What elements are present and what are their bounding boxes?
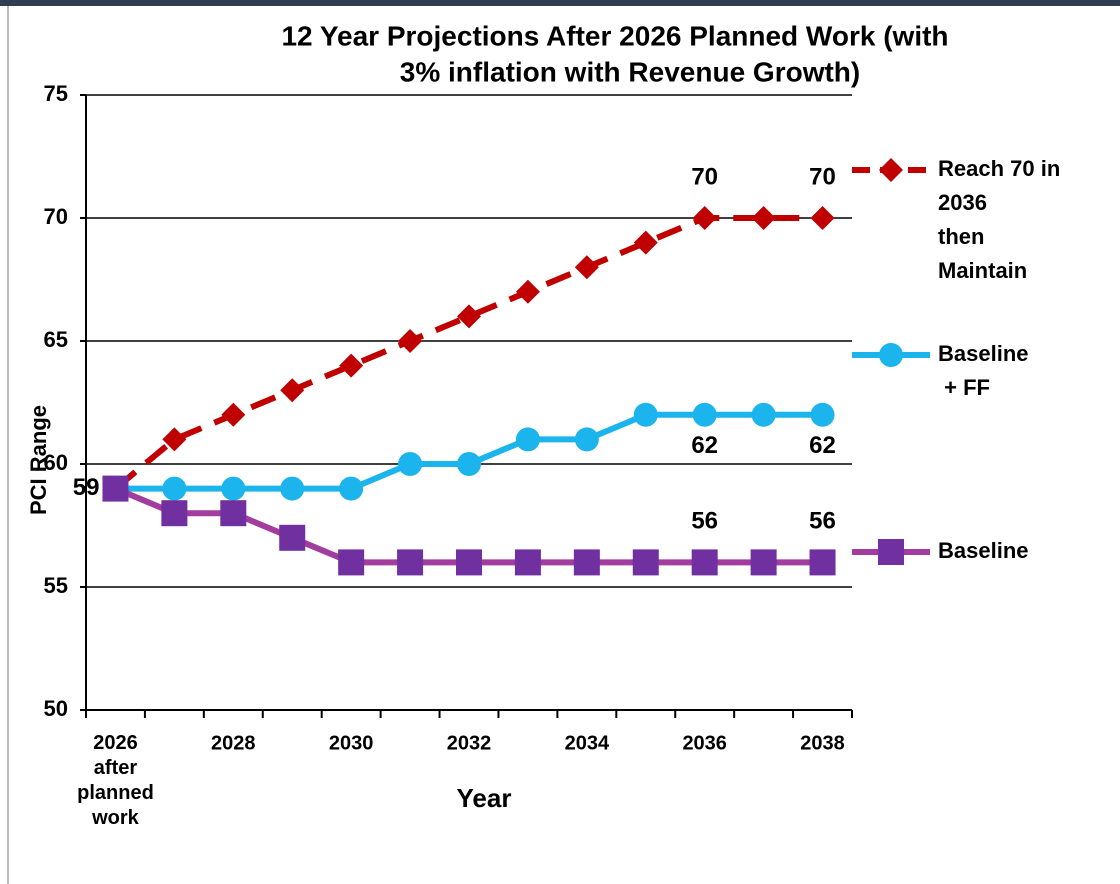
circle-marker [398, 452, 423, 476]
diamond-marker [339, 353, 364, 378]
circle-marker [162, 476, 187, 501]
diamond-marker [879, 158, 903, 182]
diamond-marker [398, 329, 423, 353]
square-marker [220, 500, 247, 527]
square-marker [878, 539, 904, 565]
top-bar [0, 0, 1120, 6]
y-tick-label: 65 [44, 327, 68, 352]
x-axis-label: Year [457, 783, 512, 813]
circle-marker [692, 402, 717, 427]
y-tick-label: 70 [44, 204, 68, 229]
square-marker [573, 549, 600, 576]
square-marker [338, 549, 365, 576]
circle-marker [879, 343, 903, 367]
data-label: 56 [809, 508, 836, 535]
legend-label: Baseline [938, 538, 1029, 563]
y-tick-label: 55 [44, 573, 68, 598]
x-tick-label: 2032 [447, 732, 492, 754]
circle-marker [221, 476, 246, 501]
x-tick-label: 2034 [565, 732, 610, 754]
circle-marker [574, 427, 599, 452]
diamond-marker [515, 279, 540, 304]
data-label: 70 [691, 163, 718, 190]
legend-label: Reach 70 in 2036 then Maintain [938, 156, 1060, 283]
data-label: 56 [691, 508, 718, 535]
square-marker [691, 549, 718, 576]
x-tick-label: 2026 after planned work [77, 732, 154, 829]
circle-marker [751, 402, 776, 427]
x-tick-label: 2030 [329, 732, 374, 754]
data-label: 59 [73, 474, 100, 501]
y-axis-label: PCI Range [26, 405, 51, 515]
x-tick-label: 2038 [800, 732, 845, 754]
diamond-marker [692, 206, 717, 230]
chart-title: 3% inflation with Revenue Growth) [400, 56, 860, 87]
diamond-marker [574, 255, 599, 280]
chart-title: 12 Year Projections After 2026 Planned W… [281, 20, 948, 51]
square-marker [632, 549, 659, 576]
circle-marker [339, 476, 364, 501]
square-marker [750, 549, 777, 576]
square-marker [161, 500, 188, 527]
legend-label: Baseline + FF [938, 341, 1029, 400]
diamond-marker [457, 304, 481, 329]
x-tick-label: 2036 [682, 732, 727, 754]
square-marker [514, 549, 541, 576]
circle-marker [633, 402, 658, 427]
diamond-marker [633, 230, 658, 255]
circle-marker [515, 427, 540, 452]
square-marker [397, 549, 424, 576]
data-label: 62 [691, 432, 718, 459]
circle-marker [457, 452, 481, 476]
square-marker [809, 549, 836, 576]
circle-marker [280, 476, 305, 501]
diamond-marker [280, 378, 305, 403]
data-label: 70 [809, 163, 836, 190]
data-label: 62 [809, 432, 836, 459]
diamond-marker [810, 206, 835, 230]
x-tick-label: 2028 [211, 732, 256, 754]
diamond-marker [751, 206, 776, 230]
y-tick-label: 75 [44, 81, 68, 106]
y-tick-label: 50 [44, 696, 68, 721]
diamond-marker [162, 427, 187, 452]
square-marker [102, 475, 129, 502]
diamond-marker [221, 402, 246, 427]
square-marker [279, 524, 306, 551]
y-tick-label: 60 [44, 450, 68, 475]
square-marker [456, 549, 482, 576]
circle-marker [810, 402, 835, 427]
